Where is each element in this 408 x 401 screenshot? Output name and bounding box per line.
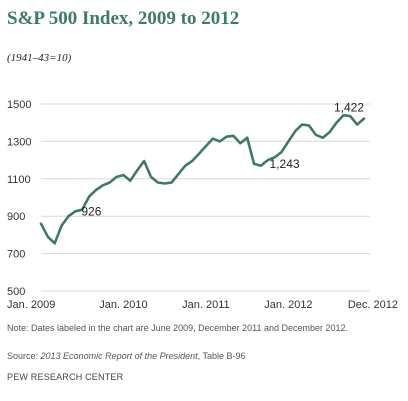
chart-source: Source: 2013 Economic Report of the Pres… <box>7 351 246 361</box>
y-tick-label: 900 <box>7 211 25 223</box>
y-tick-label: 1100 <box>7 174 31 186</box>
x-tick-label: Jan. 2009 <box>7 299 55 311</box>
data-label: 926 <box>81 204 101 218</box>
chart-subtitle: (1941–43=10) <box>7 52 72 64</box>
data-label: 1,422 <box>334 101 364 115</box>
x-tick-label: Jan. 2010 <box>99 299 147 311</box>
y-tick-label: 500 <box>7 286 25 298</box>
source-suffix: , Table B-96 <box>197 351 246 361</box>
series-line <box>39 113 366 245</box>
pew-brand: PEW RESEARCH CENTER <box>7 372 124 382</box>
y-tick-label: 700 <box>7 249 25 261</box>
x-tick-label: Jan. 2011 <box>182 299 230 311</box>
source-publication: 2013 Economic Report of the President <box>40 351 198 361</box>
chart-title: S&P 500 Index, 2009 to 2012 <box>7 8 240 29</box>
y-tick-label: 1300 <box>7 136 31 148</box>
x-tick-label: Dec. 2012 <box>348 299 398 311</box>
source-prefix: Source: <box>7 351 41 361</box>
y-tick-label: 1500 <box>7 99 31 111</box>
chart-note: Note: Dates labeled in the chart are Jun… <box>7 323 349 333</box>
x-tick-label: Jan. 2012 <box>264 299 312 311</box>
data-label: 1,243 <box>270 157 300 171</box>
